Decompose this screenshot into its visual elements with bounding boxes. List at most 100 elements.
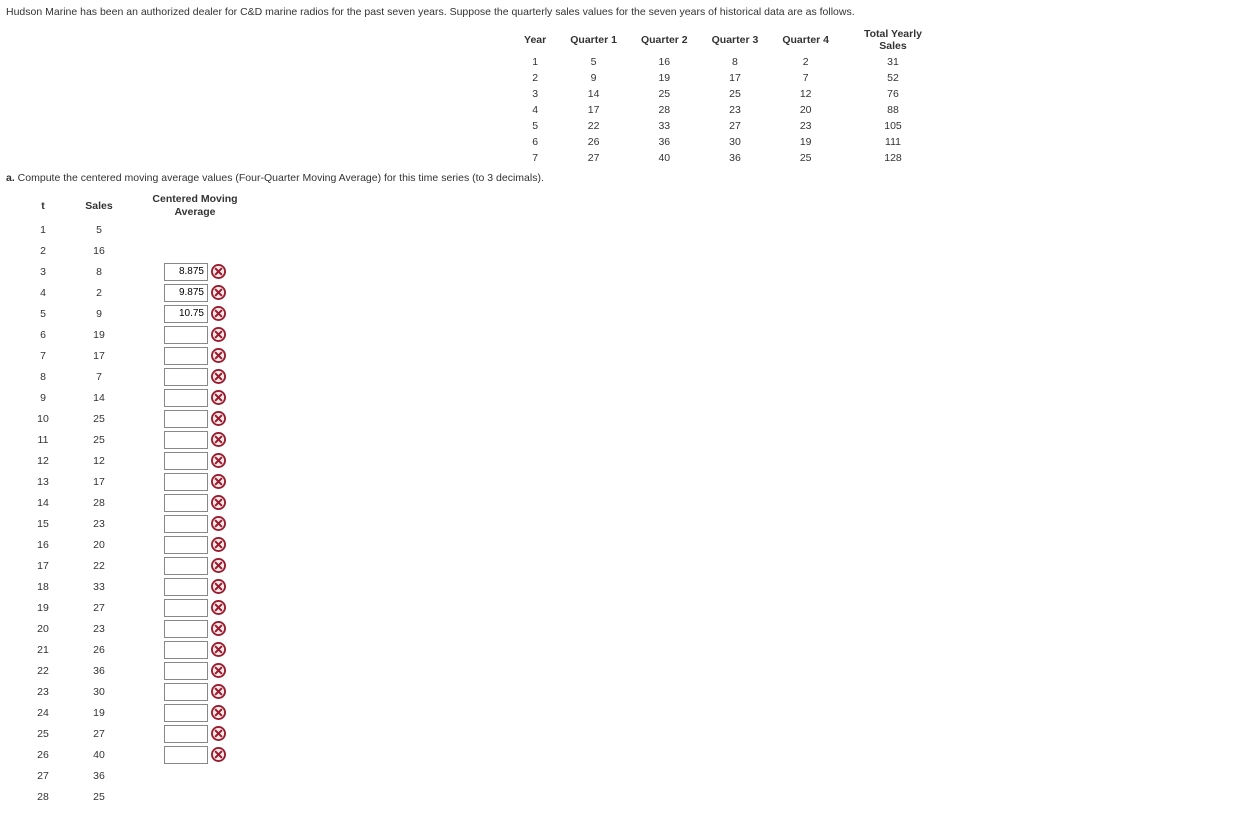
cma-input[interactable] [164,389,208,407]
incorrect-icon [211,663,226,678]
cma-input[interactable] [164,536,208,554]
table-cell: 28 [629,102,700,118]
sales-cell: 25 [66,408,132,429]
table-row: 2126 [20,639,258,660]
cma-cell [132,597,258,618]
cma-cell [132,303,258,324]
cma-input[interactable] [164,599,208,617]
cma-cell [132,639,258,660]
th-total: Total Yearly Sales [841,26,945,54]
table-cell: 40 [629,150,700,166]
sales-cell: 12 [66,450,132,471]
cma-input[interactable] [164,704,208,722]
cma-input[interactable] [164,473,208,491]
question-text: Compute the centered moving average valu… [15,172,544,184]
cma-input[interactable] [164,326,208,344]
cma-cell [132,723,258,744]
cma-input[interactable] [164,431,208,449]
table-row: 1620 [20,534,258,555]
cma-cell [132,576,258,597]
cma-input[interactable] [164,284,208,302]
incorrect-icon [211,579,226,594]
sales-cell: 20 [66,534,132,555]
table-row: 42 [20,282,258,303]
table-cell: 5 [558,54,629,70]
cma-input[interactable] [164,662,208,680]
table-row: 619 [20,324,258,345]
table-row: 1722 [20,555,258,576]
th-q1: Quarter 1 [558,26,629,54]
table-cell: 33 [629,118,700,134]
table-row: 87 [20,366,258,387]
sales-cell: 36 [66,660,132,681]
table-cell: 20 [770,102,841,118]
t-cell: 3 [20,261,66,282]
incorrect-icon [211,264,226,279]
table-cell: 111 [841,134,945,150]
t-cell: 20 [20,618,66,639]
cma-cell [132,765,258,786]
table-cell: 2 [512,70,558,86]
table-row: 38 [20,261,258,282]
cma-cell [132,660,258,681]
cma-input[interactable] [164,452,208,470]
sales-cell: 17 [66,471,132,492]
table-cell: 7 [770,70,841,86]
cma-cell [132,261,258,282]
cma-cell [132,387,258,408]
cma-input[interactable] [164,347,208,365]
table-cell: 7 [512,150,558,166]
cma-input[interactable] [164,578,208,596]
table-cell: 25 [700,86,771,102]
cma-cell [132,744,258,765]
sales-cell: 23 [66,618,132,639]
table-cell: 25 [770,150,841,166]
t-cell: 10 [20,408,66,429]
cma-input[interactable] [164,746,208,764]
cma-input[interactable] [164,557,208,575]
t-cell: 27 [20,765,66,786]
t-cell: 5 [20,303,66,324]
incorrect-icon [211,390,226,405]
sales-cell: 27 [66,597,132,618]
cma-input[interactable] [164,494,208,512]
cma-input[interactable] [164,725,208,743]
cma-input[interactable] [164,368,208,386]
table-cell: 3 [512,86,558,102]
cma-input[interactable] [164,263,208,281]
incorrect-icon [211,684,226,699]
t-cell: 21 [20,639,66,660]
table-row: 1125 [20,429,258,450]
cma-cell [132,681,258,702]
cma-cell [132,534,258,555]
t-cell: 19 [20,597,66,618]
t-cell: 24 [20,702,66,723]
table-cell: 27 [558,150,629,166]
cma-cell [132,702,258,723]
cma-cell [132,450,258,471]
t-cell: 26 [20,744,66,765]
t-cell: 15 [20,513,66,534]
sales-cell: 8 [66,261,132,282]
cma-input[interactable] [164,620,208,638]
table-cell: 31 [841,54,945,70]
incorrect-icon [211,600,226,615]
t-cell: 23 [20,681,66,702]
table-cell: 128 [841,150,945,166]
intro-text: Hudson Marine has been an authorized dea… [6,6,1245,18]
sales-cell: 2 [66,282,132,303]
t-cell: 12 [20,450,66,471]
cma-input[interactable] [164,515,208,533]
sales-cell: 25 [66,429,132,450]
t-cell: 13 [20,471,66,492]
cma-input[interactable] [164,410,208,428]
incorrect-icon [211,726,226,741]
table-row: 216 [20,240,258,261]
table-cell: 23 [770,118,841,134]
cma-input[interactable] [164,641,208,659]
incorrect-icon [211,432,226,447]
table-cell: 52 [841,70,945,86]
cma-input[interactable] [164,683,208,701]
cma-input[interactable] [164,305,208,323]
incorrect-icon [211,537,226,552]
